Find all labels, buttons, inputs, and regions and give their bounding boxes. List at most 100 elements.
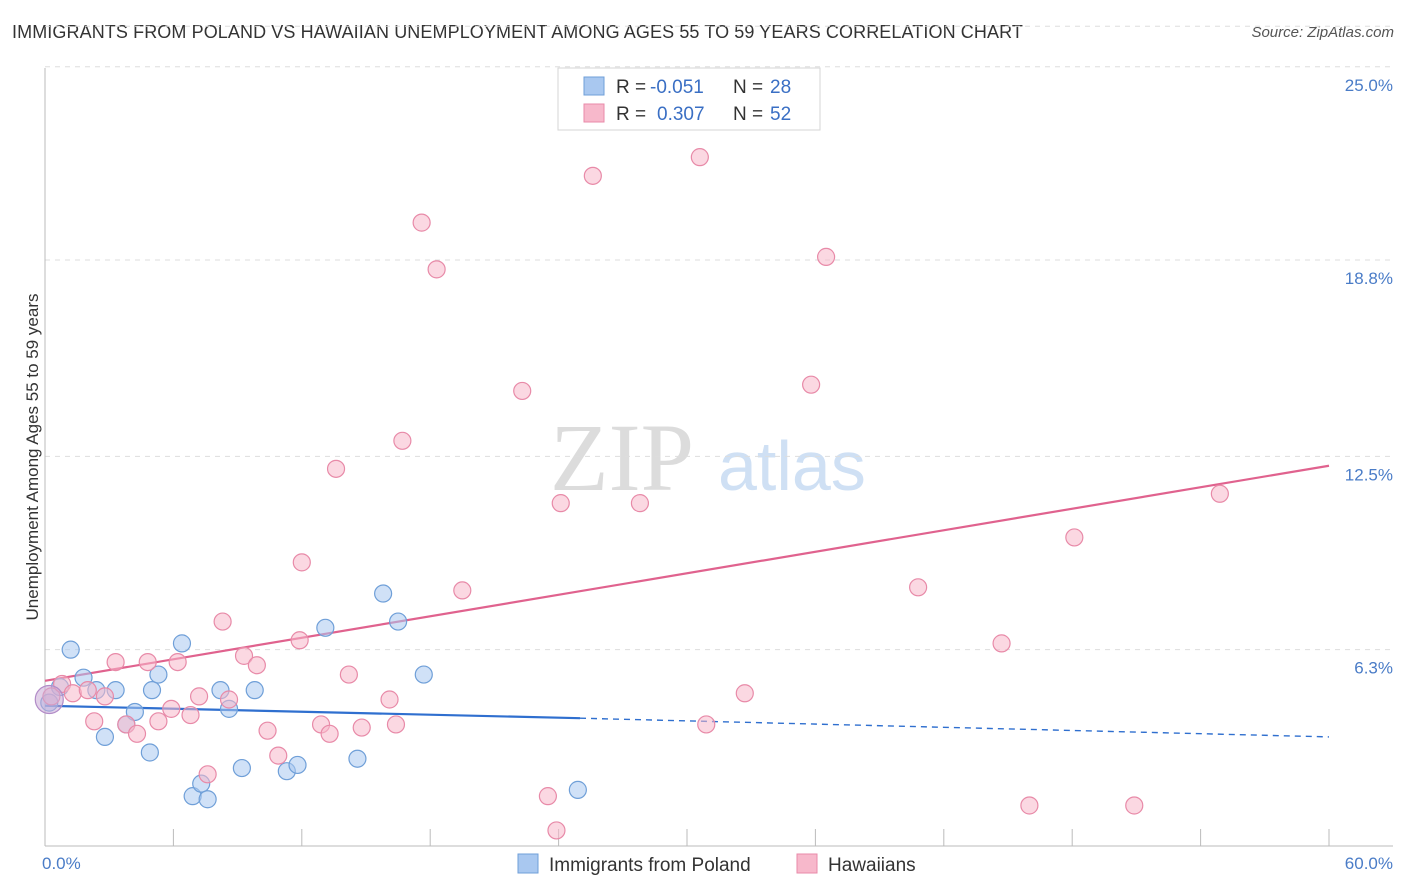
point-hawaiians-36: [538, 787, 558, 806]
series-legend-label-hawaiians: Hawaiians: [828, 855, 916, 876]
y-axis-label: Unemployment Among Ages 55 to 59 years: [23, 294, 42, 621]
point-hawaiians-11: [162, 699, 181, 718]
stats-legend-n-value-hawaiians: 52: [770, 104, 791, 125]
stats-legend-r-label-hawaiians: R =: [616, 104, 646, 125]
stats-legend-n-value-poland: 28: [770, 77, 791, 98]
point-hawaiians-23: [292, 553, 311, 572]
y-tick-label-3: 25.0%: [1345, 76, 1393, 95]
point-poland-9: [140, 743, 159, 762]
point-hawaiians-43: [735, 684, 754, 703]
y-tick-labels: 6.3% 12.5% 18.8% 25.0%: [1345, 76, 1393, 678]
point-hawaiians-6: [106, 652, 125, 672]
point-hawaiians-32: [412, 213, 431, 232]
point-hawaiians-14: [189, 687, 209, 706]
point-hawaiians-27: [339, 665, 358, 684]
point-hawaiians-44: [802, 375, 821, 394]
point-hawaiians-15: [198, 765, 217, 784]
point-poland-24: [374, 584, 393, 603]
point-hawaiians-29: [380, 690, 399, 709]
point-hawaiians-40: [630, 494, 650, 513]
point-hawaiians-18: [234, 646, 254, 665]
point-hawaiians-42: [697, 715, 716, 734]
watermark-atlas: atlas: [718, 427, 866, 505]
point-poland-15: [198, 790, 217, 809]
chart-source: Source: ZipAtlas.com: [1251, 24, 1394, 41]
point-poland-18: [232, 758, 251, 778]
point-hawaiians-50: [1125, 796, 1144, 815]
series-legend-label-poland: Immigrants from Poland: [549, 855, 751, 876]
point-poland-27: [568, 780, 587, 799]
point-hawaiians-31: [393, 431, 412, 450]
stats-legend-swatch-poland: [583, 76, 605, 96]
stats-legend-r-label-poland: R =: [616, 77, 646, 98]
point-poland-23: [348, 749, 367, 768]
point-hawaiians-34: [453, 581, 472, 600]
series-legend-swatch-hawaiians: [796, 853, 818, 874]
stats-legend-r-value-hawaiians: 0.307: [657, 104, 705, 125]
point-poland-11: [149, 665, 168, 684]
stats-legend-n-label-hawaiians: N =: [733, 104, 763, 125]
x-tick-labels: 0.0% 60.0%: [42, 854, 1393, 873]
stats-legend: R = -0.051 N = 28 R = 0.307 N = 52: [557, 67, 821, 131]
y-tick-label-2: 18.8%: [1345, 269, 1393, 288]
point-hawaiians-5: [95, 687, 115, 706]
point-hawaiians-8: [127, 724, 147, 743]
point-hawaiians-25: [320, 724, 339, 743]
point-hawaiians-9: [138, 652, 157, 672]
scatter-points: [34, 148, 1229, 840]
point-hawaiians-21: [269, 746, 288, 765]
point-hawaiians-45: [816, 247, 836, 266]
point-hawaiians-12: [168, 652, 187, 672]
point-poland-21: [288, 755, 307, 775]
point-hawaiians-47: [992, 634, 1011, 653]
point-hawaiians-48: [1020, 796, 1039, 815]
point-hawaiians-37: [547, 821, 566, 840]
point-poland-10: [142, 681, 162, 700]
point-poland-12: [172, 634, 192, 653]
point-hawaiians-13: [181, 705, 200, 725]
point-poland-26: [414, 665, 433, 684]
series-legend: Immigrants from Poland Hawaiians: [517, 853, 916, 876]
x-tick-label-0: 0.0%: [42, 854, 81, 873]
point-hawaiians-30: [386, 715, 406, 734]
point-hawaiians-4: [85, 712, 104, 731]
point-hawaiians-41: [690, 148, 709, 167]
point-hawaiians-46: [909, 578, 928, 597]
point-hawaiians-19: [247, 656, 266, 675]
point-hawaiians-28: [352, 718, 371, 737]
stats-legend-n-label-poland: N =: [733, 77, 763, 98]
stats-legend-r-value-poland: -0.051: [650, 77, 704, 98]
point-hawaiians-38: [551, 494, 570, 513]
point-hawaiians-33: [427, 260, 446, 279]
stats-legend-swatch-hawaiians: [583, 103, 605, 123]
point-poland-8: [125, 702, 144, 722]
point-hawaiians-51: [1210, 484, 1229, 503]
grid-lines: [45, 25, 1393, 651]
point-poland-22: [316, 618, 335, 637]
point-hawaiians-20: [258, 721, 277, 740]
point-poland-5: [95, 727, 115, 747]
watermark-zip: ZIP: [550, 404, 694, 511]
point-poland-19: [245, 681, 264, 700]
point-hawaiians-49: [1065, 528, 1084, 547]
point-hawaiians-39: [583, 166, 602, 185]
point-hawaiians-17: [219, 690, 239, 709]
point-hawaiians-3: [78, 681, 97, 700]
point-poland-2: [61, 640, 80, 659]
point-hawaiians-35: [513, 381, 532, 401]
chart-title: IMMIGRANTS FROM POLAND VS HAWAIIAN UNEMP…: [12, 22, 1023, 42]
y-tick-label-1: 12.5%: [1345, 465, 1393, 484]
point-cluster-origin: [34, 684, 64, 715]
point-hawaiians-22: [290, 631, 309, 650]
point-hawaiians-16: [213, 612, 232, 631]
series-legend-swatch-poland: [517, 853, 539, 874]
trend-line-ext-0: [579, 717, 1330, 738]
y-tick-label-0: 6.3%: [1354, 659, 1393, 678]
trend-line-1: [44, 464, 1330, 682]
x-tick-marks: [44, 829, 1330, 846]
point-hawaiians-26: [326, 459, 346, 478]
point-hawaiians-10: [149, 712, 168, 731]
point-poland-25: [389, 612, 408, 631]
x-tick-label-1: 60.0%: [1345, 854, 1393, 873]
